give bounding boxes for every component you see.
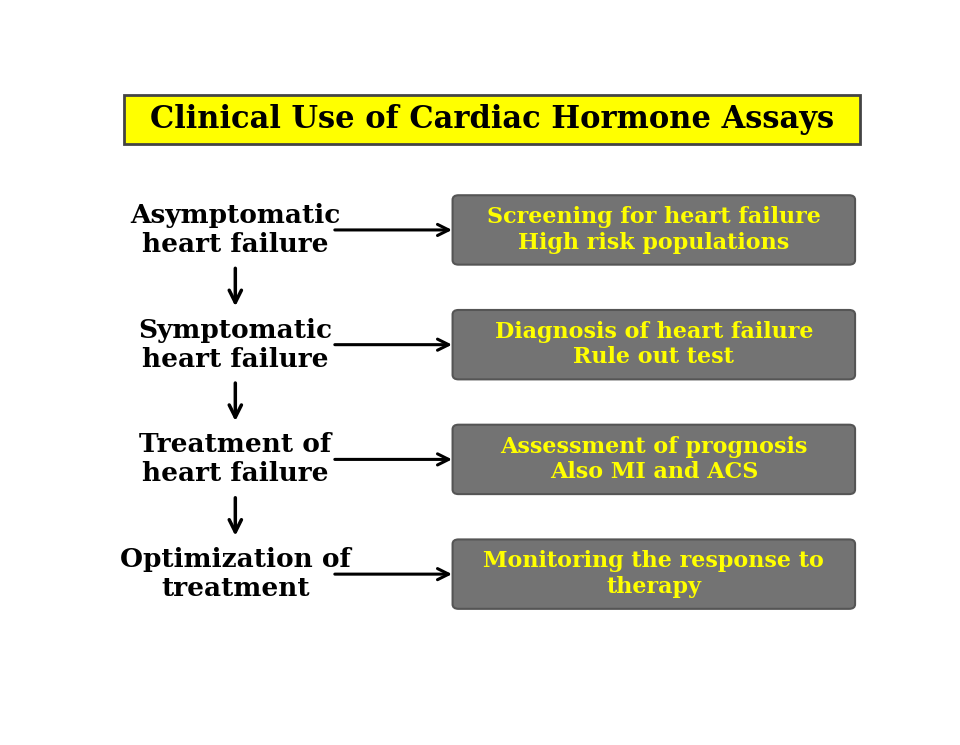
Text: Asymptomatic
heart failure: Asymptomatic heart failure <box>131 203 341 257</box>
Text: Symptomatic
heart failure: Symptomatic heart failure <box>138 317 332 372</box>
Text: Optimization of
treatment: Optimization of treatment <box>120 547 350 601</box>
Text: Screening for heart failure
High risk populations: Screening for heart failure High risk po… <box>487 206 821 253</box>
FancyBboxPatch shape <box>124 95 860 144</box>
Text: Assessment of prognosis
Also MI and ACS: Assessment of prognosis Also MI and ACS <box>500 436 807 483</box>
FancyBboxPatch shape <box>452 539 855 609</box>
Text: Diagnosis of heart failure
Rule out test: Diagnosis of heart failure Rule out test <box>494 321 813 368</box>
Text: Monitoring the response to
therapy: Monitoring the response to therapy <box>484 551 825 597</box>
FancyBboxPatch shape <box>452 195 855 264</box>
FancyBboxPatch shape <box>452 425 855 494</box>
Text: Clinical Use of Cardiac Hormone Assays: Clinical Use of Cardiac Hormone Assays <box>150 104 834 135</box>
FancyBboxPatch shape <box>452 310 855 379</box>
Text: Treatment of
heart failure: Treatment of heart failure <box>139 432 331 486</box>
